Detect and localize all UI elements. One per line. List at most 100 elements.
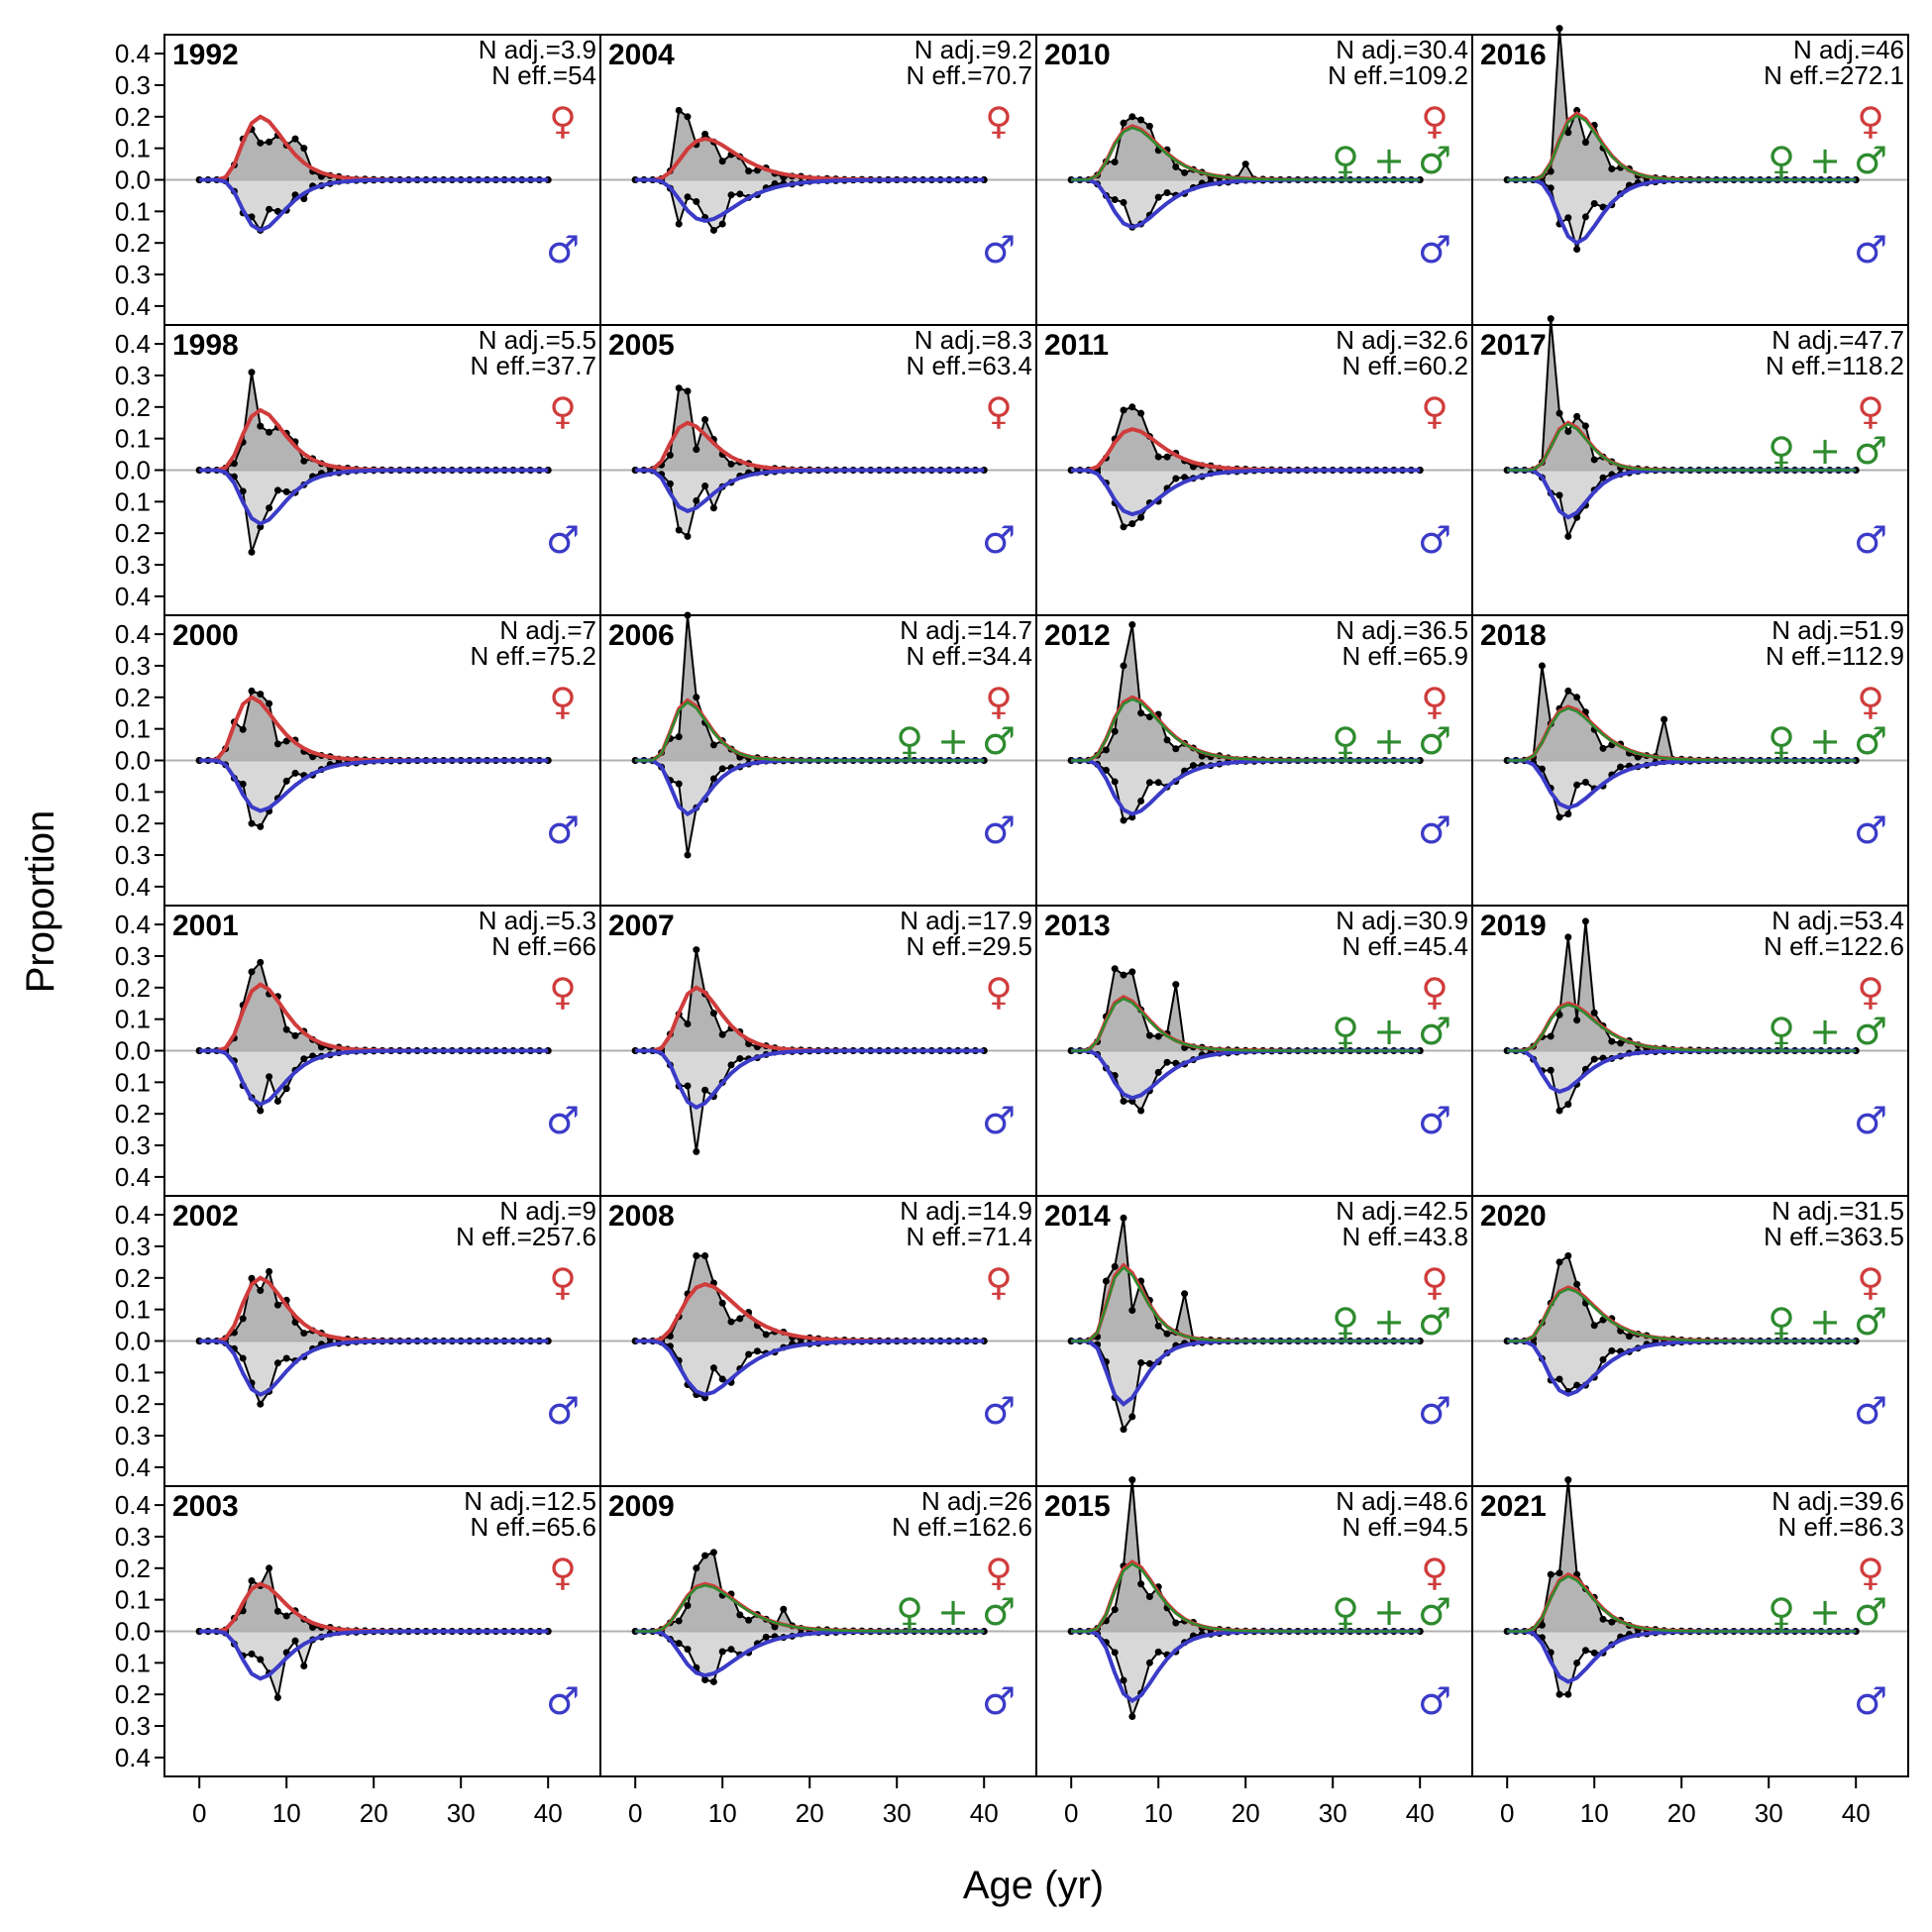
combined-fit-line: [1507, 1574, 1857, 1633]
y-tick-label: 0.3: [115, 941, 151, 971]
female-obs-point: [745, 1616, 753, 1624]
male-obs-point: [273, 1359, 281, 1367]
male-obs-point: [1590, 1055, 1598, 1063]
combined-fit-line: [635, 1583, 985, 1633]
n-adj-label: N adj.=26: [921, 1486, 1032, 1516]
panel-year-label: 2011: [1044, 329, 1109, 362]
panel-2006: 2006 N adj.=14.7N eff.=34.4♀♂♀ + ♂: [599, 611, 1037, 907]
male-obs-point: [1564, 810, 1572, 818]
female-obs-point: [1564, 1252, 1572, 1260]
n-eff-label: N eff.=70.7: [907, 60, 1032, 90]
male-obs-point: [1120, 198, 1127, 206]
x-tick-label: 20: [1232, 1798, 1260, 1828]
male-symbol-icon: ♂: [546, 1679, 580, 1723]
male-fit-line: [1071, 468, 1421, 517]
female-obs-point: [1120, 662, 1127, 670]
male-obs-point: [709, 1677, 717, 1685]
y-tick-label: 0.3: [115, 1711, 151, 1741]
female-symbol-icon: ♀: [1857, 970, 1884, 1014]
male-obs-point: [248, 819, 256, 827]
combined-female-symbol-icon: ♀: [896, 719, 923, 763]
n-adj-label: N adj.=5.5: [479, 325, 596, 355]
combined-plus-icon: +: [1373, 1590, 1405, 1634]
n-eff-label: N eff.=162.6: [892, 1512, 1032, 1542]
male-observed-area: [199, 759, 550, 828]
female-obs-point: [1128, 621, 1136, 629]
female-obs-point: [1556, 1569, 1563, 1577]
male-observed-area: [635, 178, 986, 232]
y-tick-label: 0.3: [115, 840, 151, 870]
y-tick-label: 0.4: [115, 1743, 151, 1772]
male-observed-area: [199, 1630, 549, 1702]
female-obs-point: [300, 457, 308, 465]
male-obs-point: [273, 486, 281, 494]
combined-male-symbol-icon: ♂: [1418, 139, 1451, 182]
female-observed-area: [635, 386, 985, 472]
female-obs-point: [291, 1031, 299, 1039]
male-obs-point: [1617, 763, 1625, 771]
y-tick-label: 0.3: [115, 1232, 151, 1261]
male-obs-point: [1556, 491, 1563, 499]
panel-year-label: 2012: [1044, 619, 1111, 652]
female-obs-point: [1241, 161, 1249, 168]
male-symbol-icon: ♂: [546, 1389, 580, 1433]
male-obs-point: [693, 198, 700, 206]
n-adj-label: N adj.=30.4: [1336, 35, 1468, 64]
female-obs-point: [1547, 1570, 1555, 1578]
combined-female-symbol-icon: ♀: [1768, 1010, 1795, 1053]
male-obs-point: [753, 1347, 761, 1355]
female-obs-point: [693, 1564, 700, 1572]
female-symbol-icon: ♀: [1857, 680, 1884, 723]
combined-male-symbol-icon: ♂: [1418, 1590, 1451, 1634]
panel-2002: 2002 N adj.=9N eff.=257.6 ♀ ♂: [163, 1195, 601, 1487]
male-obs-point: [1111, 778, 1119, 786]
female-obs-point: [1102, 746, 1110, 754]
male-obs-point: [675, 220, 683, 228]
female-obs-point: [273, 740, 281, 748]
panel-2005: 2005 N adj.=8.3N eff.=63.4 ♀ ♂: [599, 324, 1037, 616]
n-eff-label: N eff.=86.3: [1778, 1512, 1904, 1542]
combined-plus-icon: +: [937, 1590, 969, 1634]
male-symbol-icon: ♂: [982, 228, 1016, 271]
male-obs-point: [727, 1061, 735, 1069]
female-obs-point: [1128, 1307, 1136, 1315]
n-adj-label: N adj.=14.7: [900, 615, 1032, 645]
female-obs-point: [1581, 139, 1589, 147]
panel-year-label: 2013: [1044, 910, 1111, 942]
male-obs-point: [1163, 1058, 1171, 1066]
panel-year-label: 2020: [1480, 1200, 1547, 1233]
n-adj-label: N adj.=36.5: [1336, 615, 1468, 645]
male-symbol-icon: ♂: [1854, 1679, 1887, 1723]
female-obs-point: [1120, 971, 1127, 979]
male-obs-point: [718, 1375, 726, 1383]
x-tick-label: 40: [534, 1798, 563, 1828]
female-obs-point: [701, 1552, 709, 1559]
male-symbol-icon: ♂: [1854, 228, 1887, 271]
x-tick-label: 0: [1500, 1798, 1514, 1828]
n-eff-label: N eff.=118.2: [1766, 351, 1904, 380]
female-obs-point: [1538, 1621, 1546, 1629]
y-tick-label: 0.3: [115, 550, 151, 580]
male-fit-line: [199, 1048, 549, 1107]
male-symbol-icon: ♂: [546, 1099, 580, 1142]
n-adj-label: N adj.=5.3: [479, 906, 596, 935]
combined-male-symbol-icon: ♂: [982, 719, 1016, 763]
male-obs-point: [1573, 1381, 1581, 1389]
combined-female-symbol-icon: ♀: [1768, 139, 1795, 182]
male-symbol-icon: ♂: [1418, 1679, 1451, 1723]
panel-year-label: 2014: [1044, 1200, 1111, 1233]
female-obs-point: [309, 1624, 317, 1632]
male-obs-point: [282, 487, 290, 495]
female-obs-point: [1163, 1330, 1171, 1338]
male-obs-point: [1556, 1690, 1563, 1698]
n-eff-label: N eff.=43.8: [1342, 1222, 1468, 1251]
female-obs-point: [1573, 1280, 1581, 1288]
male-obs-point: [675, 526, 683, 534]
male-obs-point: [1556, 1107, 1563, 1115]
female-obs-point: [1608, 164, 1616, 172]
male-obs-point: [1154, 1648, 1162, 1656]
female-symbol-icon: ♀: [549, 680, 577, 723]
male-obs-point: [1590, 200, 1598, 208]
panel-1992: 1992 N adj.=3.9N eff.=54 ♀ ♂: [163, 34, 601, 326]
male-obs-point: [291, 769, 299, 777]
